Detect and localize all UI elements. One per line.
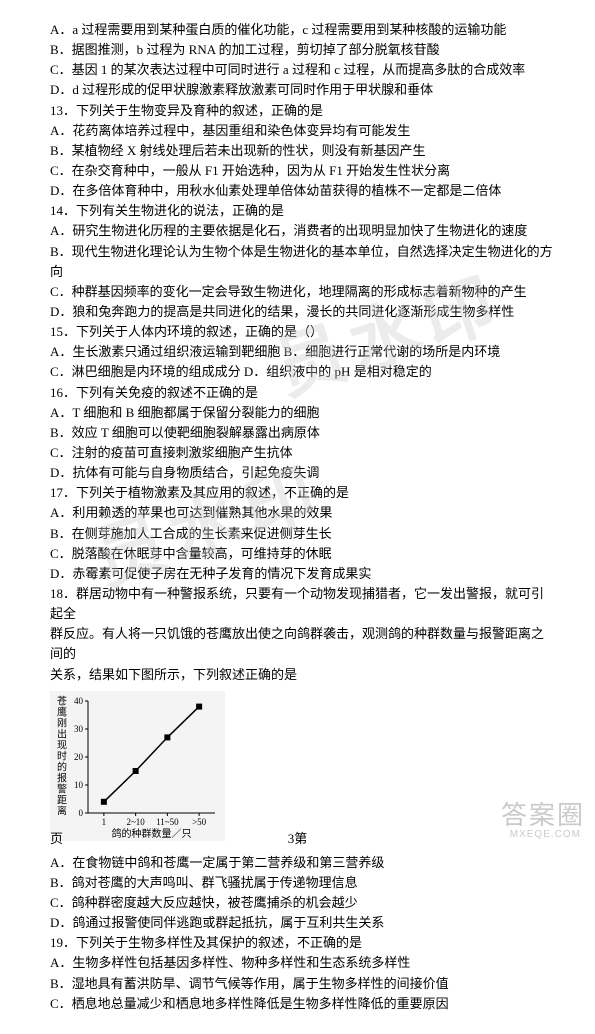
text-line: A．花药离体培养过程中，基因重组和染色体变异均有可能发生 xyxy=(50,121,555,141)
svg-text:距: 距 xyxy=(57,794,67,806)
svg-text:报: 报 xyxy=(57,771,67,784)
svg-text:>50: >50 xyxy=(192,817,207,827)
text-line: A．T 细胞和 B 细胞都属于保留分裂能力的细胞 xyxy=(50,403,555,423)
svg-text:鹰: 鹰 xyxy=(57,705,67,718)
text-line: 14．下列有关生物进化的说法，正确的是 xyxy=(50,201,555,221)
svg-text:11~50: 11~50 xyxy=(156,817,179,827)
svg-text:30: 30 xyxy=(74,724,84,734)
svg-text:10: 10 xyxy=(74,780,84,790)
text-line: A．研究生物进化历程的主要依据是化石，消费者的出现明显加快了生物进化的速度 xyxy=(50,221,555,241)
svg-text:1: 1 xyxy=(102,817,107,827)
svg-text:苍: 苍 xyxy=(57,694,67,707)
svg-text:离: 离 xyxy=(57,804,67,817)
svg-text:20: 20 xyxy=(74,752,84,762)
page-content: A．a 过程需要用到某种蛋白质的催化功能，c 过程需要用到某种核酸的运输功能B．… xyxy=(0,0,595,1034)
text-line: 18．群居动物中有一种警报系统，只要有一个动物发现捕猎者，它一发出警报，就可引起… xyxy=(50,584,555,624)
text-line: C．淋巴细胞是内环境的组成成分 D．组织液中的 pH 是相对稳定的 xyxy=(50,362,555,382)
svg-text:0: 0 xyxy=(79,808,84,818)
pigeon-chart: 01020304012~1011~50>50苍鹰刚出现时的报警距离鸽的种群数量／… xyxy=(50,691,225,841)
text-block-before-chart: A．a 过程需要用到某种蛋白质的催化功能，c 过程需要用到某种核酸的运输功能B．… xyxy=(50,20,555,685)
text-line: A．生长激素只通过组织液运输到靶细胞 B．细胞进行正常代谢的场所是内环境 xyxy=(50,342,555,362)
text-line: C．脱落酸在休眠芽中含量较高，可维持芽的休眠 xyxy=(50,544,555,564)
svg-text:的: 的 xyxy=(57,760,67,773)
text-line: C．基因 1 的某次表达过程中可同时进行 a 过程和 c 过程，从而提高多肽的合… xyxy=(50,60,555,80)
svg-text:刚: 刚 xyxy=(57,717,67,729)
text-line: C．在杂交育种中，一般从 F1 开始选种，因为从 F1 开始发生性状分离 xyxy=(50,161,555,181)
text-line: D．狼和兔奔跑力的提高是共同进化的结果，漫长的共同进化逐渐形成生物多样性 xyxy=(50,302,555,322)
svg-text:40: 40 xyxy=(74,696,84,706)
text-line: D．抗体有可能与自身物质结合，引起免疫失调 xyxy=(50,463,555,483)
text-line: C．注射的疫苗可直接刺激浆细胞产生抗体 xyxy=(50,443,555,463)
text-line: B．效应 T 细胞可以使靶细胞裂解暴露出病原体 xyxy=(50,423,555,443)
text-line: C．栖息地总量减少和栖息地多样性降低是生物多样性降低的重要原因 xyxy=(50,994,555,1014)
text-line: 群反应。有人将一只饥饿的苍鹰放出使之向鸽群袭击，观测鸽的种群数量与报警距离之间的 xyxy=(50,624,555,664)
svg-text:现: 现 xyxy=(57,739,67,751)
text-line: D．鸽通过报警使同伴逃跑或群起抵抗，属于互利共生关系 xyxy=(50,913,555,933)
text-line: D．赤霉素可促使子房在无种子发育的情况下发育成果实 xyxy=(50,564,555,584)
text-line: C．鸽种群密度越大反应越快，被苍鹰捕杀的机会越少 xyxy=(50,893,555,913)
text-block-after-chart: A．在食物链中鸽和苍鹰一定属于第二营养级和第三营养级B．鸽对苍鹰的大声鸣叫、群飞… xyxy=(50,853,555,1014)
text-line: 15．下列关于人体内环境的叙述，正确的是（） xyxy=(50,322,555,342)
footer-center: 3第 xyxy=(0,828,595,847)
text-line: 19．下列关于生物多样性及其保护的叙述，不正确的是 xyxy=(50,933,555,953)
text-line: A．a 过程需要用到某种蛋白质的催化功能，c 过程需要用到某种核酸的运输功能 xyxy=(50,20,555,40)
text-line: 16．下列有关免疫的叙述不正确的是 xyxy=(50,383,555,403)
text-line: B．鸽对苍鹰的大声鸣叫、群飞骚扰属于传递物理信息 xyxy=(50,873,555,893)
text-line: B．现代生物进化理论认为生物个体是生物进化的基本单位，自然选择决定生物进化的方向 xyxy=(50,242,555,282)
svg-text:出: 出 xyxy=(57,727,67,740)
text-line: B．在侧芽施加人工合成的生长素来促进侧芽生长 xyxy=(50,524,555,544)
text-line: B．据图推测，b 过程为 RNA 的加工过程，剪切掉了部分脱氧核苷酸 xyxy=(50,40,555,60)
text-line: D．在多倍体育种中，用秋水仙素处理单倍体幼苗获得的植株不一定都是二倍体 xyxy=(50,181,555,201)
svg-text:警: 警 xyxy=(57,782,67,795)
svg-text:时: 时 xyxy=(57,750,67,762)
svg-text:2~10: 2~10 xyxy=(126,817,145,827)
text-line: B．湿地具有蓄洪防旱、调节气候等作用，属于生物多样性的间接价值 xyxy=(50,974,555,994)
text-line: C．种群基因频率的变化一定会导致生物进化，地理隔离的形成标志着新物种的产生 xyxy=(50,282,555,302)
chart-wrapper: 01020304012~1011~50>50苍鹰刚出现时的报警距离鸽的种群数量／… xyxy=(50,691,555,847)
text-line: A．在食物链中鸽和苍鹰一定属于第二营养级和第三营养级 xyxy=(50,853,555,873)
text-line: 13．下列关于生物变异及育种的叙述，正确的是 xyxy=(50,101,555,121)
text-line: B．某植物经 X 射线处理后若未出现新的性状，则没有新基因产生 xyxy=(50,141,555,161)
text-line: D．d 过程形成的促甲状腺激素释放激素可同时作用于甲状腺和垂体 xyxy=(50,80,555,100)
text-line: A．利用赖透的苹果也可达到催熟其他水果的效果 xyxy=(50,503,555,523)
text-line: 17．下列关于植物激素及其应用的叙述，不正确的是 xyxy=(50,483,555,503)
text-line: 关系，结果如下图所示，下列叙述正确的是 xyxy=(50,665,555,685)
text-line: A．生物多样性包括基因多样性、物种多样性和生态系统多样性 xyxy=(50,953,555,973)
